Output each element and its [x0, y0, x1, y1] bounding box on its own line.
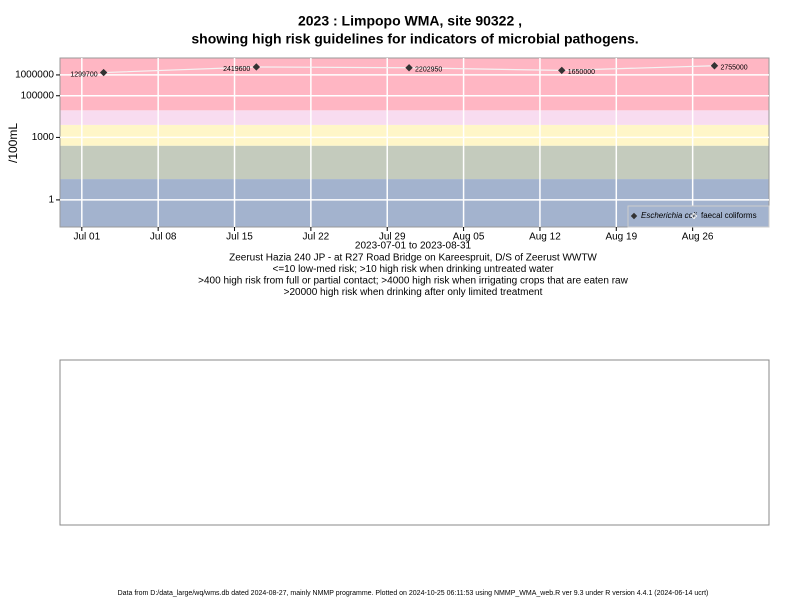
x-tick-label: Jul 01	[73, 232, 100, 243]
x-tick-label: Aug 05	[453, 232, 485, 243]
legend-label: Escherichia coli	[641, 211, 697, 220]
empty-panel	[59, 359, 770, 526]
legend-label: faecal coliforms	[701, 211, 757, 220]
data-label: 1299700	[70, 71, 97, 78]
data-point	[99, 68, 108, 77]
x-tick-label: Jul 29	[379, 232, 406, 243]
legend-marker	[630, 212, 638, 220]
risk-band	[60, 110, 769, 125]
y-tick-label: 100000	[21, 90, 55, 101]
chart-subtitle: showing high risk guidelines for indicat…	[191, 31, 638, 47]
data-label: 2419600	[223, 66, 250, 73]
data-point	[252, 63, 261, 71]
x-tick-label: Jul 22	[303, 232, 330, 243]
risk-band	[60, 124, 769, 146]
x-axis-label: 2023-07-01 to 2023-08-31	[355, 241, 472, 252]
x-tick-label: Jul 15	[226, 232, 253, 243]
plot-border	[59, 57, 770, 228]
data-label: 1650000	[568, 69, 595, 76]
data-label: 2202950	[415, 67, 442, 74]
y-tick-label: 1000	[32, 132, 55, 143]
note: >400 high risk from full or partial cont…	[198, 276, 628, 287]
x-tick-label: Jul 08	[150, 232, 177, 243]
data-label: 2755000	[720, 65, 747, 72]
risk-band	[60, 58, 769, 111]
x-tick-label: Aug 19	[605, 232, 637, 243]
data-point	[405, 64, 413, 72]
x-tick-label: Aug 12	[529, 232, 561, 243]
legend-marker	[690, 212, 698, 220]
risk-band	[60, 145, 769, 180]
y-axis-label: /100mL	[6, 123, 20, 163]
note: <=10 low-med risk; >10 high risk when dr…	[273, 264, 555, 275]
note: Zeerust Hazia 240 JP - at R27 Road Bridg…	[229, 253, 597, 264]
x-tick-label: Aug 26	[682, 232, 714, 243]
y-tick-label: 1000000	[15, 70, 54, 81]
y-tick-label: 1	[48, 195, 54, 206]
legend-box	[627, 205, 770, 228]
data-point	[710, 62, 719, 70]
note: >20000 high risk when drinking after onl…	[284, 287, 543, 298]
chart-title: 2023 : Limpopo WMA, site 90322 ,	[298, 13, 522, 29]
data-point	[558, 66, 566, 75]
footer: Data from D:/data_large/wq/wms.db dated …	[118, 590, 709, 597]
